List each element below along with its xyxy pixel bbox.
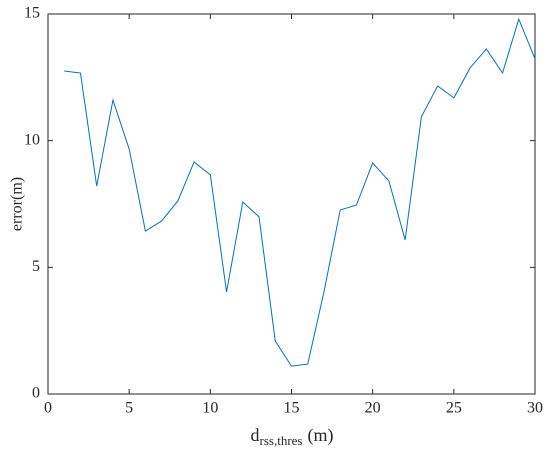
plot-frame <box>47 13 536 395</box>
x-tick-label: 0 <box>44 400 52 417</box>
y-tick-label: 0 <box>32 385 40 402</box>
y-axis-label: error(m) <box>9 177 26 231</box>
y-tick-label: 5 <box>32 258 40 275</box>
data-line <box>64 17 536 367</box>
x-tick-label: 30 <box>527 400 543 417</box>
x-tick-label: 25 <box>446 400 462 417</box>
x-label-subscript: rss,thres <box>260 433 303 448</box>
x-tick-label: 10 <box>202 400 218 417</box>
x-label-suffix: (m) <box>307 425 333 446</box>
x-tick-label: 20 <box>365 400 381 417</box>
x-tick-label: 15 <box>284 400 300 417</box>
x-tick-label: 5 <box>125 400 133 417</box>
y-tick-label: 15 <box>24 5 40 22</box>
x-axis-label: drss,thres (m) <box>251 425 334 448</box>
x-label-main: d <box>251 425 260 445</box>
y-tick-label: 10 <box>24 131 40 148</box>
